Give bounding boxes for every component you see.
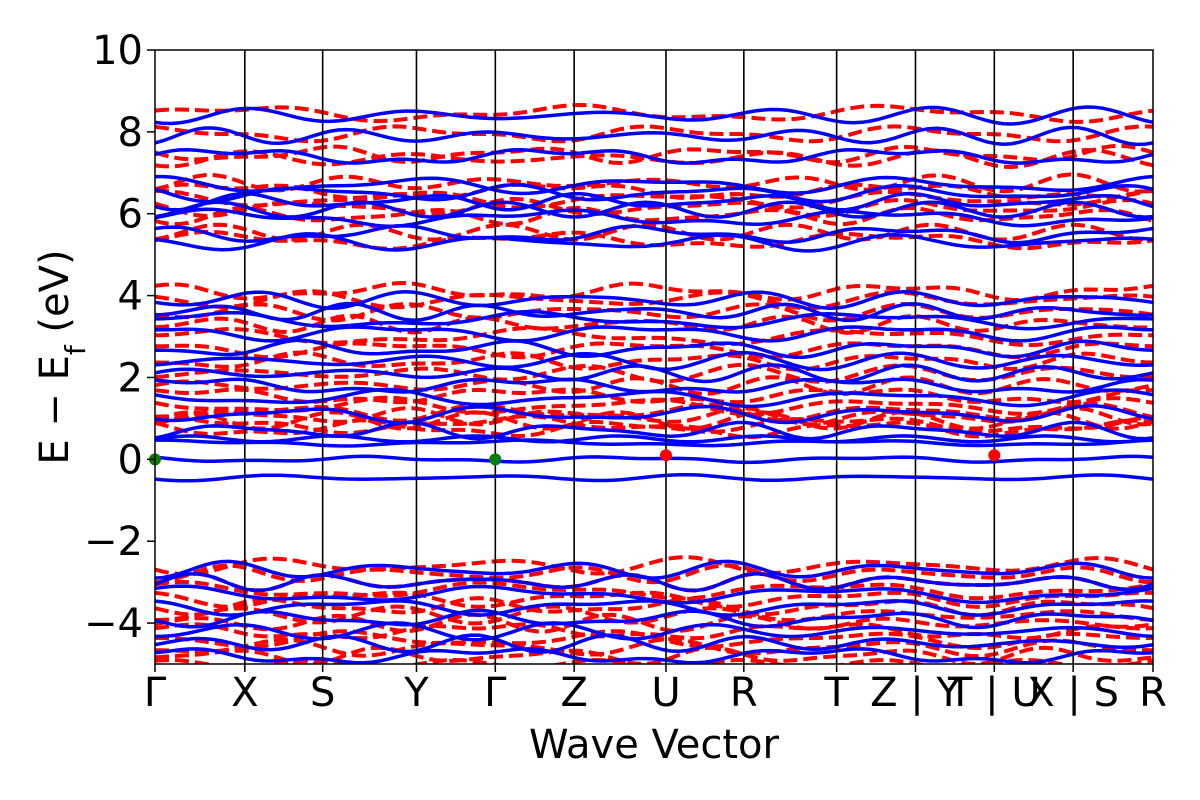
solid-band	[155, 454, 1153, 465]
y-tick-label: 10	[92, 28, 143, 74]
x-tick-label: X	[231, 670, 258, 716]
solid-band	[155, 338, 1153, 360]
bands-group	[155, 102, 1153, 664]
x-tick-label: U	[651, 670, 680, 716]
dashed-band	[155, 124, 1153, 144]
solid-band	[155, 387, 1153, 409]
dashed-band	[155, 563, 1153, 585]
dashed-band	[155, 604, 1153, 626]
solid-band	[155, 647, 1153, 664]
solid-band	[155, 301, 1153, 323]
dashed-band	[155, 143, 1153, 166]
solid-band	[155, 309, 1153, 331]
plot-frame	[154, 49, 1154, 665]
dashed-band	[155, 410, 1153, 431]
solid-band	[155, 125, 1153, 147]
x-axis-label: Wave Vector	[529, 722, 780, 768]
solid-band	[155, 599, 1153, 617]
solid-band	[155, 434, 1153, 444]
y-tick-label: 8	[118, 110, 143, 156]
dashed-band	[155, 579, 1153, 601]
y-tick-label: 4	[118, 274, 143, 320]
solid-band	[155, 174, 1153, 196]
kpoint-lines	[244, 50, 1074, 664]
solid-band	[155, 325, 1153, 343]
dashed-band	[155, 612, 1153, 634]
x-tick-label: R	[730, 670, 758, 716]
solid-band	[155, 182, 1153, 204]
x-tick-label: X | S	[1027, 670, 1119, 716]
dashed-band	[155, 188, 1153, 210]
y-tick-label: −2	[84, 519, 143, 565]
y-axis-label: E − Ef (eV)	[32, 249, 92, 464]
dashed-band	[155, 401, 1153, 423]
y-axis-label-sub: f	[59, 344, 92, 355]
y-tick-label: −4	[84, 601, 143, 647]
y-tick-label: 6	[118, 192, 143, 238]
dashed-band	[155, 555, 1153, 577]
x-tick-label: Y	[403, 670, 429, 716]
solid-band	[155, 571, 1153, 593]
y-axis-label-main: E − E	[32, 355, 78, 465]
dashed-band	[155, 645, 1153, 664]
solid-band	[155, 404, 1153, 425]
band-marker	[659, 449, 672, 462]
solid-band	[155, 200, 1153, 219]
solid-band	[155, 438, 1153, 448]
x-tick-label: R	[1139, 670, 1167, 716]
y-axis: −4 −2 0 2 4 6 8 10	[84, 28, 155, 647]
dashed-band	[155, 350, 1153, 372]
solid-band	[155, 608, 1153, 630]
x-tick-label: Z	[560, 670, 587, 716]
y-tick-label: 2	[118, 355, 143, 401]
solid-band	[155, 148, 1153, 165]
solid-band	[155, 290, 1153, 310]
x-tick-label: T | U	[947, 670, 1041, 716]
solid-band	[155, 232, 1153, 253]
markers-group	[149, 449, 1001, 466]
solid-band	[155, 363, 1153, 384]
solid-band	[155, 105, 1153, 126]
solid-band	[155, 207, 1153, 229]
y-tick-label: 0	[118, 437, 143, 483]
solid-band	[155, 472, 1153, 483]
x-tick-label: S	[310, 670, 335, 716]
solid-band	[155, 191, 1153, 212]
y-axis-label-unit: (eV)	[32, 249, 78, 345]
solid-band	[155, 633, 1153, 654]
x-axis: Γ X S Y Γ Z U R T Z | YT | UX | S R	[144, 664, 1167, 716]
x-tick-label: T	[823, 670, 849, 716]
dashed-band	[155, 637, 1153, 659]
band-marker	[489, 453, 502, 466]
x-tick-label: Z | Y	[870, 670, 961, 716]
x-tick-label: Γ	[144, 670, 167, 716]
dashed-band	[155, 406, 1153, 427]
x-tick-label: Γ	[484, 670, 507, 716]
dashed-band	[155, 172, 1153, 194]
band-marker	[988, 449, 1001, 462]
